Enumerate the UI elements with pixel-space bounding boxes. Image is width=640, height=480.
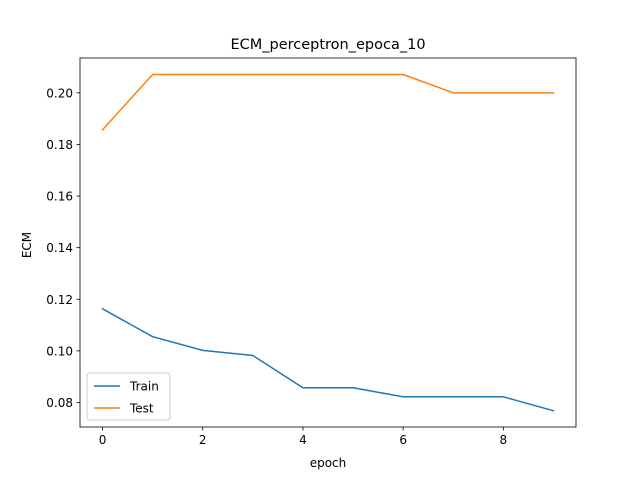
series-layer [101,73,555,412]
y-tick-label: 0.20 [46,86,73,100]
x-axis-label: epoch [310,456,347,470]
ticks-layer: 0 2 4 6 8 0.08 0.10 0.12 0.14 0.16 0.18 0.20 [46,86,507,447]
y-tick-label: 0.16 [46,190,73,204]
y-tick-label: 0.18 [46,138,73,152]
y-tick-label: 0.10 [46,344,73,358]
legend-label-train: Train [129,380,159,394]
x-tick-label: 2 [199,433,207,447]
y-tick-label: 0.08 [46,396,73,410]
legend: Train Test [86,372,171,421]
plot-frame [79,57,577,428]
series-line-train [101,307,555,412]
x-tick-label: 8 [500,433,508,447]
legend-label-test: Test [129,402,154,416]
x-tick-label: 0 [99,433,107,447]
y-tick-label: 0.14 [46,241,73,255]
y-tick-label: 0.12 [46,293,73,307]
chart-title: ECM_perceptron_epoca_10 [230,37,425,53]
x-tick-label: 4 [299,433,307,447]
series-line-test [101,73,555,131]
x-tick-label: 6 [399,433,407,447]
y-axis-label: ECM [20,232,34,258]
